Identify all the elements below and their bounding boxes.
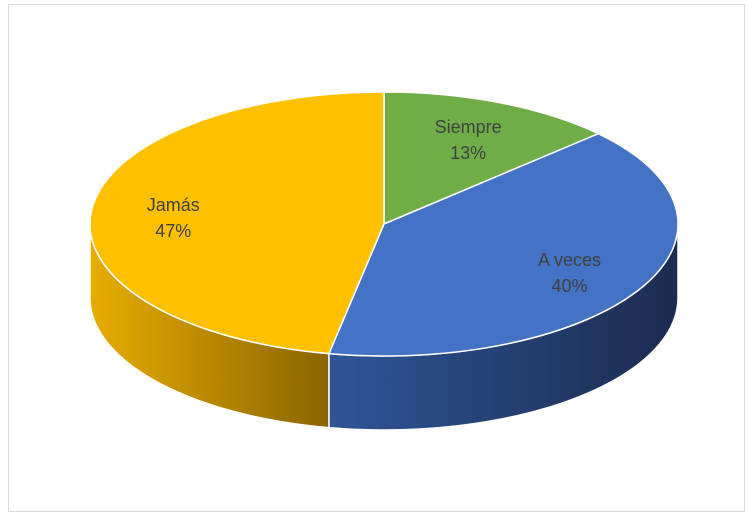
data-labels: Siempre 13% A veces 40% Jamás 47% bbox=[147, 117, 601, 296]
data-label-jamas: Jamás 47% bbox=[147, 195, 200, 241]
data-label-category: Jamás bbox=[147, 195, 200, 215]
data-label-category: Siempre bbox=[435, 117, 502, 137]
pie-slice-a-veces bbox=[327, 132, 679, 357]
pie-tops bbox=[89, 91, 679, 357]
data-label-a-veces: A veces 40% bbox=[538, 250, 601, 296]
pie-slice-siempre bbox=[383, 91, 601, 226]
data-label-percent: 40% bbox=[551, 276, 587, 296]
data-label-category: A veces bbox=[538, 250, 601, 270]
data-label-percent: 13% bbox=[450, 143, 486, 163]
data-label-siempre: Siempre 13% bbox=[435, 117, 502, 163]
data-label-percent: 47% bbox=[155, 221, 191, 241]
pie-slice-jamas bbox=[89, 91, 385, 355]
